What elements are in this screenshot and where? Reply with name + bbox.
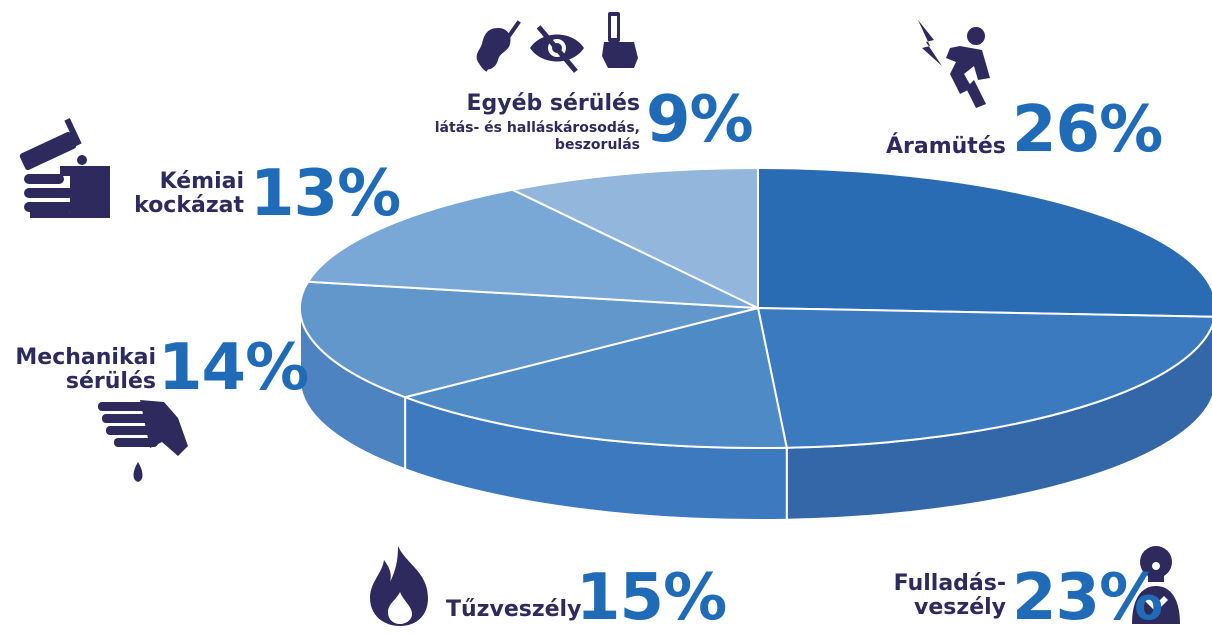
hearing-impaired-icon [476, 20, 521, 72]
fire-icon [370, 546, 428, 626]
label-egyeb-sublabel-2: beszorulás [554, 137, 640, 153]
label-fulladas-1: Fulladás- [893, 571, 1006, 596]
label-kemiai-2: kockázat [134, 193, 244, 218]
choking-icon [1132, 546, 1180, 624]
pct-kemiai: 13% [250, 157, 401, 231]
label-fulladas-2: veszély [914, 595, 1006, 620]
pie-tops [299, 167, 1212, 449]
electric-shock-icon [918, 20, 990, 108]
pie-slice-0 [757, 167, 1212, 318]
pie-slice-1 [757, 307, 1212, 449]
label-aramutes: Áramütés [886, 134, 1006, 159]
pie-sides [299, 307, 1212, 521]
label-tuzveszely: Tűzveszély [446, 597, 582, 622]
pie-slice-5 [511, 167, 759, 309]
pie-slice-4 [307, 188, 759, 309]
label-egyeb: Egyéb sérülés [466, 91, 640, 116]
label-mechanikai-2: sérülés [65, 369, 156, 394]
label-kemiai-1: Kémiai [159, 169, 244, 194]
injured-hand-icon [98, 400, 188, 482]
finger-trapped-icon [602, 12, 638, 68]
vision-impaired-icon [530, 25, 584, 73]
chemical-hazard-icon [19, 118, 110, 218]
pct-tuzveszely: 15% [576, 561, 727, 635]
label-mechanikai-1: Mechanikai [15, 345, 156, 370]
pie-slice-3 [299, 280, 759, 399]
pct-fulladas: 23% [1012, 561, 1163, 635]
pct-mechanikai: 14% [158, 331, 309, 405]
label-egyeb-sublabel-1: látás- és halláskárosodás, [434, 120, 640, 136]
pct-aramutes: 26% [1012, 93, 1163, 167]
pct-egyeb: 9% [646, 83, 754, 157]
pie-slice-2 [404, 307, 788, 449]
